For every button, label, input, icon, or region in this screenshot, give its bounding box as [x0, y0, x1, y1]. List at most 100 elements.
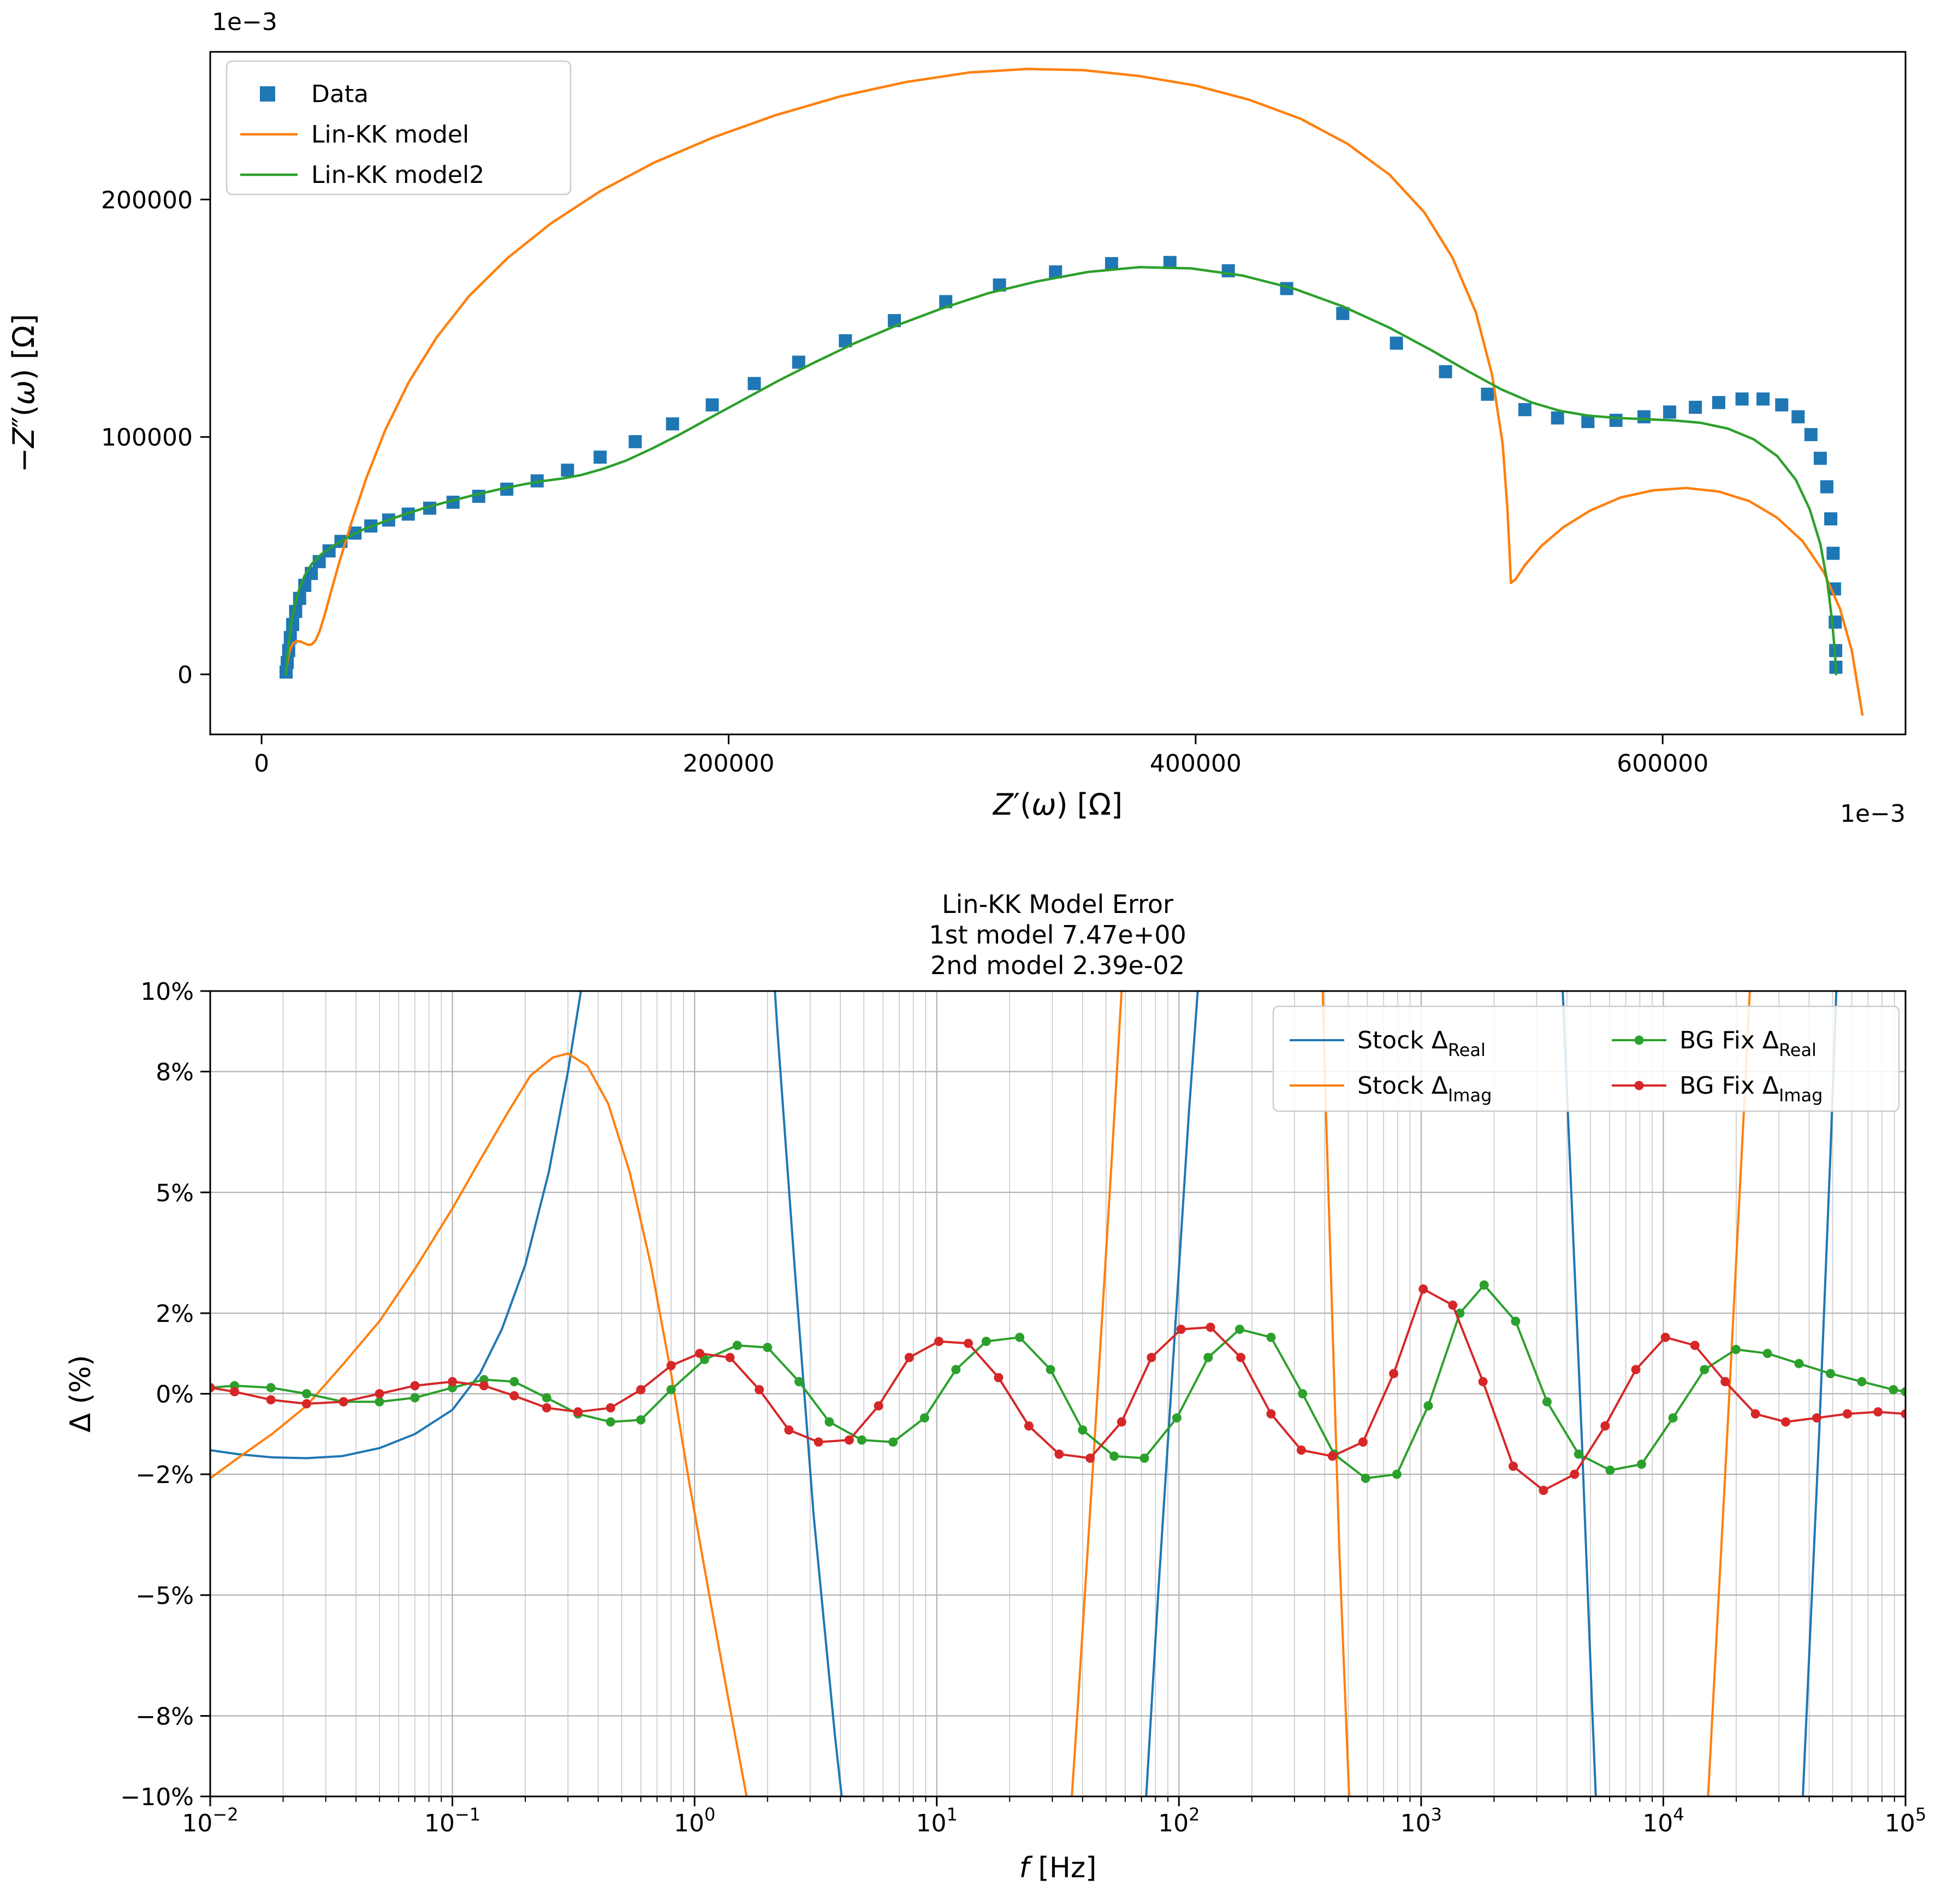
marker-dot: [994, 1373, 1004, 1383]
series-stock-imag: [210, 991, 1751, 1796]
marker-dot: [1147, 1353, 1156, 1362]
series-bg-fix-real: [210, 1280, 1906, 1483]
data-point-marker: [1390, 336, 1403, 350]
marker-dot: [794, 1377, 804, 1386]
y-tick-label: −8%: [135, 1703, 194, 1731]
marker-dot: [375, 1397, 384, 1407]
marker-dot: [448, 1377, 458, 1386]
marker-dot: [1392, 1469, 1402, 1479]
marker-dot: [1781, 1417, 1790, 1427]
marker-dot: [1015, 1332, 1025, 1342]
marker-dot: [1731, 1344, 1741, 1354]
data-point-marker: [1689, 400, 1702, 414]
legend-label-stock-imag: Stock ΔImag: [1357, 1072, 1492, 1106]
marker-dot: [1361, 1473, 1370, 1483]
marker-dot: [1085, 1454, 1095, 1463]
marker-dot: [814, 1437, 823, 1447]
data-point-marker: [705, 398, 719, 412]
marker-dot: [1660, 1332, 1670, 1342]
series-line: [284, 266, 1838, 676]
marker-dot: [1266, 1332, 1276, 1342]
marker-dot: [636, 1415, 646, 1425]
marker-dot: [1700, 1365, 1709, 1374]
marker-dot: [784, 1425, 794, 1435]
marker-dot: [1668, 1413, 1678, 1423]
y-tick-label: 0: [177, 661, 193, 689]
marker-dot: [479, 1381, 489, 1391]
series-bg-fix-imag: [210, 1284, 1906, 1495]
y-tick-label: 0%: [156, 1381, 194, 1409]
marker-dot: [1327, 1451, 1337, 1461]
marker-dot: [1873, 1407, 1883, 1417]
marker-dot: [874, 1401, 883, 1411]
x-tick-label: 10−2: [182, 1804, 238, 1837]
marker-dot: [1570, 1469, 1580, 1479]
marker-dot: [981, 1337, 991, 1347]
marker-dot: [1812, 1413, 1821, 1423]
legend-marker-dot: [1634, 1081, 1644, 1090]
legend-marker-square: [260, 86, 275, 102]
x-axis-label: f [Hz]: [1019, 1852, 1097, 1884]
data-point-marker: [593, 450, 607, 464]
marker-dot: [1139, 1454, 1149, 1463]
marker-dot: [1418, 1284, 1428, 1294]
x-tick-label: 105: [1885, 1804, 1926, 1837]
marker-dot: [1296, 1445, 1306, 1455]
marker-dot: [1539, 1486, 1548, 1495]
marker-dot: [934, 1337, 943, 1347]
x-tick-label: 100: [674, 1804, 715, 1837]
nyquist-plot: 1e−3 1e−3 0 200000 400000 600000 0 100000 2000…: [7, 8, 1907, 828]
marker-dot: [542, 1393, 551, 1403]
data-point-marker: [1756, 392, 1770, 406]
y-tick-label: 200000: [101, 186, 193, 214]
marker-dot: [1511, 1316, 1521, 1326]
marker-dot: [375, 1389, 384, 1398]
marker-dot: [919, 1413, 929, 1423]
marker-dot: [1054, 1449, 1064, 1459]
marker-dot: [755, 1385, 764, 1395]
series-line: [210, 1288, 1906, 1492]
marker-dot: [302, 1389, 311, 1398]
chart-title-line-2: 1st model 7.47e+00: [929, 920, 1186, 950]
data-point-marker: [1609, 413, 1623, 427]
legend-label-bg-fix-real: BG Fix ΔReal: [1679, 1027, 1817, 1060]
marker-dot: [666, 1361, 676, 1371]
marker-dot: [1298, 1389, 1308, 1398]
marker-dot: [266, 1383, 276, 1392]
marker-dot: [725, 1353, 735, 1362]
series-stock-real: [210, 991, 1838, 1796]
marker-dot: [1750, 1409, 1760, 1419]
marker-dot: [1117, 1417, 1126, 1427]
data-point-marker: [561, 464, 574, 477]
series-lin-kk-model: [284, 68, 1864, 716]
marker-dot: [695, 1349, 704, 1359]
marker-dot: [410, 1381, 420, 1391]
series-layer: [210, 991, 1906, 1796]
marker-dot: [1389, 1369, 1398, 1379]
data-point-marker: [1663, 405, 1676, 419]
chart-title-line-1: Lin-KK Model Error: [942, 889, 1173, 919]
data-point-marker: [1804, 428, 1818, 441]
marker-dot: [1358, 1437, 1368, 1447]
data-point-marker: [1481, 388, 1494, 401]
marker-dot: [1901, 1387, 1906, 1397]
marker-dot: [302, 1399, 311, 1409]
marker-dot: [1509, 1461, 1518, 1471]
marker-dot: [1448, 1300, 1458, 1310]
marker-dot: [1631, 1365, 1641, 1374]
y-tick-label: 8%: [156, 1059, 194, 1087]
marker-dot: [1690, 1340, 1700, 1350]
legend-label-data: Data: [311, 80, 369, 108]
data-point-marker: [1518, 403, 1532, 417]
marker-dot: [1720, 1377, 1730, 1386]
legend-label-lin-kk-model: Lin-KK model: [311, 121, 469, 149]
error-plot: Lin-KK Model Error 1st model 7.47e+00 2n…: [64, 889, 1926, 1884]
chart-title-line-3: 2nd model 2.39e-02: [930, 951, 1185, 980]
marker-dot: [1024, 1421, 1034, 1431]
marker-dot: [230, 1387, 239, 1397]
marker-dot: [1889, 1385, 1898, 1395]
legend: Stock ΔReal Stock ΔImag BG Fix ΔReal BG Fix…: [1272, 1005, 1900, 1112]
x-tick-label: 600000: [1617, 750, 1708, 778]
marker-dot: [1266, 1409, 1276, 1419]
y-tick-label: 5%: [156, 1179, 194, 1207]
